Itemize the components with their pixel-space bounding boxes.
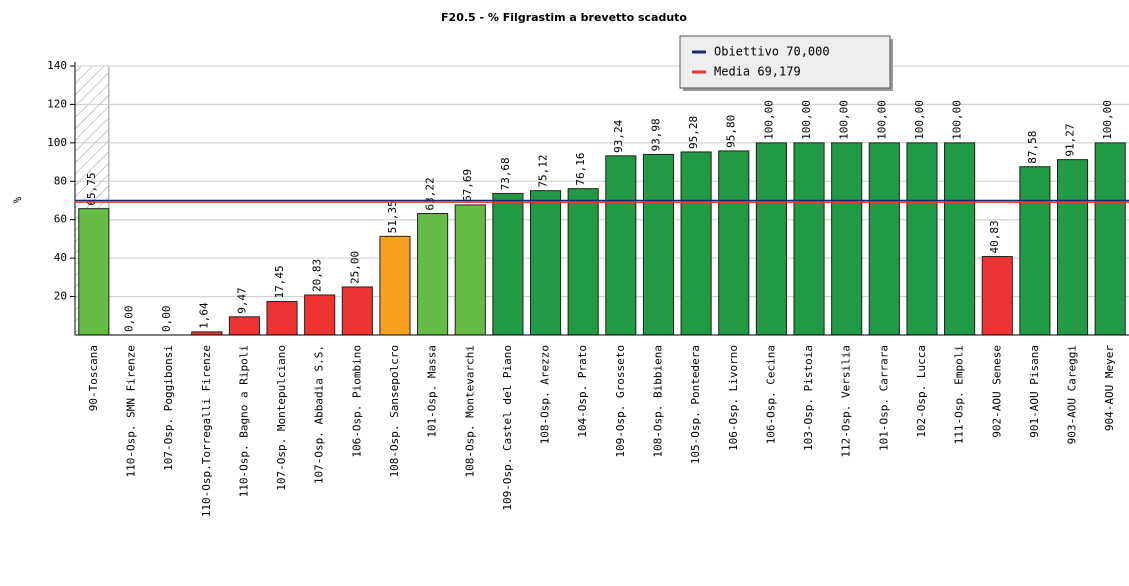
value-label: 76,16 <box>574 153 587 186</box>
x-tick-label: 101-Osp. Carrara <box>877 345 890 451</box>
value-label: 100,00 <box>875 100 888 140</box>
x-tick-label: 108-Osp. Montevarchi <box>463 345 476 477</box>
bar <box>718 150 750 336</box>
value-label: 100,00 <box>762 100 775 140</box>
value-label: 63,22 <box>424 177 437 210</box>
x-tick-label: 110-Osp. Bagno a Ripoli <box>237 345 250 497</box>
value-label: 87,58 <box>1026 131 1039 164</box>
x-tick-label: 106-Osp. Piombino <box>350 345 363 458</box>
value-label: 91,27 <box>1064 124 1077 157</box>
bar <box>642 153 675 336</box>
value-label: 40,83 <box>988 220 1001 253</box>
x-tick-label: 105-Osp. Pontedera <box>689 345 702 464</box>
x-tick-label: 903-AOU Careggi <box>1066 345 1079 444</box>
x-tick-label: 110-Osp.Torregalli Firenze <box>200 345 213 517</box>
x-tick-label: 109-Osp. Castel del Piano <box>501 345 514 511</box>
value-label: 65,75 <box>85 173 98 206</box>
value-label: 93,24 <box>612 119 625 152</box>
value-label: 73,68 <box>499 157 512 190</box>
x-tick-label: 107-Osp. Poggibonsi <box>162 345 175 471</box>
bar <box>454 204 486 336</box>
x-tick-label: 104-Osp. Prato <box>576 345 589 438</box>
y-tick-label: 120 <box>47 97 67 110</box>
bar <box>228 316 260 336</box>
value-label: 100,00 <box>800 100 813 140</box>
y-tick-label: 140 <box>47 59 67 72</box>
x-tick-label: 107-Osp. Abbadia S.S. <box>313 345 326 484</box>
value-label: 93,98 <box>649 118 662 151</box>
y-tick-label: 40 <box>54 251 67 264</box>
x-tick-label: 90-Toscana <box>87 345 100 411</box>
x-tick-label: 108-Osp. Bibbiena <box>651 345 664 458</box>
value-label: 0,00 <box>160 306 173 333</box>
x-tick-label: 103-Osp. Pistoia <box>802 345 815 451</box>
bar <box>755 142 787 336</box>
value-label: 100,00 <box>1101 100 1114 140</box>
value-label: 75,12 <box>537 155 550 188</box>
bar <box>304 294 336 336</box>
value-label: 95,28 <box>687 116 700 149</box>
value-label: 67,69 <box>461 169 474 202</box>
y-tick-label: 100 <box>47 136 67 149</box>
y-axis-label: % <box>11 196 24 203</box>
bar <box>529 190 562 336</box>
value-label: 100,00 <box>838 100 851 140</box>
y-tick-label: 80 <box>54 174 67 187</box>
x-tick-label: 111-Osp. Empoli <box>953 345 966 444</box>
bar <box>605 155 637 336</box>
x-tick-label: 901-AOU Pisana <box>1028 345 1041 438</box>
y-tick-label: 60 <box>54 213 67 226</box>
bar <box>1094 142 1126 336</box>
legend-label: Media 69,179 <box>714 65 801 79</box>
bar <box>1019 166 1051 336</box>
bar <box>1056 159 1089 336</box>
x-tick-label: 106-Osp. Cecina <box>764 345 777 444</box>
chart-title: F20.5 - % Filgrastim a brevetto scaduto <box>441 11 687 24</box>
legend <box>679 35 891 89</box>
value-label: 9,47 <box>235 287 248 314</box>
value-label: 95,80 <box>725 115 738 148</box>
y-tick-label: 20 <box>54 290 67 303</box>
value-label: 17,45 <box>273 265 286 298</box>
value-label: 100,00 <box>951 100 964 140</box>
x-tick-label: 108-Osp. Arezzo <box>539 345 552 444</box>
x-tick-label: 102-Osp. Lucca <box>915 345 928 438</box>
bar <box>567 188 599 336</box>
x-tick-label: 904-AOU Meyer <box>1103 345 1116 431</box>
bar <box>981 256 1013 336</box>
bar <box>680 151 712 336</box>
value-label: 0,00 <box>122 306 135 333</box>
value-label: 100,00 <box>913 100 926 140</box>
bar <box>417 213 449 336</box>
bar <box>341 286 373 336</box>
value-label: 1,64 <box>198 302 211 329</box>
bar <box>906 142 938 336</box>
x-tick-label: 107-Osp. Montepulciano <box>275 345 288 491</box>
bar <box>492 192 524 336</box>
bar <box>266 300 298 336</box>
bar <box>793 142 825 336</box>
x-tick-label: 902-AOU Senese <box>990 345 1003 438</box>
x-tick-label: 110-Osp. SMN Firenze <box>124 345 137 477</box>
bar <box>944 142 976 336</box>
bar <box>379 235 411 336</box>
value-label: 25,00 <box>348 251 361 284</box>
x-tick-label: 101-Osp. Massa <box>426 345 439 438</box>
bar <box>78 208 110 336</box>
x-tick-label: 106-Osp. Livorno <box>727 345 740 451</box>
x-tick-label: 108-Osp. Sansepolcro <box>388 345 401 477</box>
value-label: 20,83 <box>311 259 324 292</box>
x-tick-label: 112-Osp. Versilia <box>840 345 853 458</box>
legend-label: Obiettivo 70,000 <box>714 45 830 59</box>
bar <box>868 142 900 336</box>
x-tick-label: 109-Osp. Grosseto <box>614 345 627 458</box>
bar <box>831 142 863 336</box>
value-label: 51,35 <box>386 200 399 233</box>
